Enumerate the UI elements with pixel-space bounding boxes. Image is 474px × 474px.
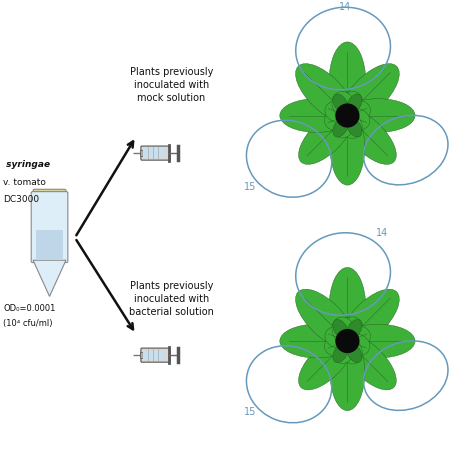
- Ellipse shape: [342, 324, 415, 358]
- Ellipse shape: [340, 64, 399, 122]
- Ellipse shape: [299, 109, 354, 164]
- Bar: [143, 148, 163, 158]
- Circle shape: [335, 103, 359, 128]
- Ellipse shape: [340, 113, 362, 138]
- Ellipse shape: [329, 267, 366, 347]
- Bar: [36, 230, 63, 260]
- Bar: [140, 150, 144, 156]
- Ellipse shape: [341, 109, 396, 164]
- Ellipse shape: [280, 324, 353, 358]
- Ellipse shape: [324, 108, 350, 130]
- Ellipse shape: [329, 42, 366, 122]
- Ellipse shape: [330, 335, 365, 410]
- Ellipse shape: [330, 109, 365, 185]
- Ellipse shape: [325, 327, 350, 348]
- Polygon shape: [33, 260, 66, 296]
- Circle shape: [335, 329, 359, 353]
- Ellipse shape: [346, 94, 362, 113]
- Ellipse shape: [345, 109, 370, 130]
- Ellipse shape: [340, 338, 362, 364]
- FancyBboxPatch shape: [141, 146, 170, 160]
- Text: (10⁴ cfu/ml): (10⁴ cfu/ml): [3, 319, 53, 328]
- Text: 15: 15: [244, 182, 256, 192]
- Ellipse shape: [340, 91, 363, 118]
- Ellipse shape: [345, 326, 370, 348]
- Ellipse shape: [325, 101, 350, 123]
- Ellipse shape: [296, 289, 355, 348]
- Ellipse shape: [332, 317, 355, 344]
- Text: syringae: syringae: [3, 160, 51, 169]
- Ellipse shape: [333, 94, 348, 113]
- Ellipse shape: [296, 64, 355, 122]
- Ellipse shape: [324, 334, 350, 356]
- Ellipse shape: [299, 335, 354, 390]
- Text: Plants previously
inoculated with
bacterial solution: Plants previously inoculated with bacter…: [129, 281, 214, 317]
- Ellipse shape: [333, 319, 348, 338]
- Text: DC3000: DC3000: [3, 195, 40, 204]
- Ellipse shape: [333, 344, 348, 363]
- Ellipse shape: [342, 99, 415, 132]
- Text: v. tomato: v. tomato: [3, 178, 46, 187]
- Ellipse shape: [333, 118, 348, 137]
- Bar: [143, 350, 163, 360]
- FancyBboxPatch shape: [33, 189, 66, 204]
- Ellipse shape: [280, 99, 353, 132]
- Ellipse shape: [332, 91, 355, 118]
- Text: Plants previously
inoculated with
mock solution: Plants previously inoculated with mock s…: [129, 67, 213, 103]
- Ellipse shape: [333, 338, 355, 364]
- FancyBboxPatch shape: [31, 191, 68, 263]
- Ellipse shape: [346, 319, 362, 338]
- Ellipse shape: [346, 344, 362, 363]
- Ellipse shape: [340, 289, 399, 348]
- Bar: [140, 353, 144, 358]
- Ellipse shape: [346, 118, 362, 137]
- Text: 14: 14: [376, 228, 388, 238]
- Ellipse shape: [345, 100, 370, 123]
- Text: 14: 14: [339, 2, 351, 12]
- Ellipse shape: [341, 335, 396, 390]
- Ellipse shape: [333, 113, 355, 138]
- FancyBboxPatch shape: [141, 348, 170, 362]
- Text: OD₀=0.0001: OD₀=0.0001: [3, 304, 56, 313]
- Ellipse shape: [340, 317, 363, 344]
- Ellipse shape: [345, 334, 370, 356]
- Text: 15: 15: [244, 407, 256, 418]
